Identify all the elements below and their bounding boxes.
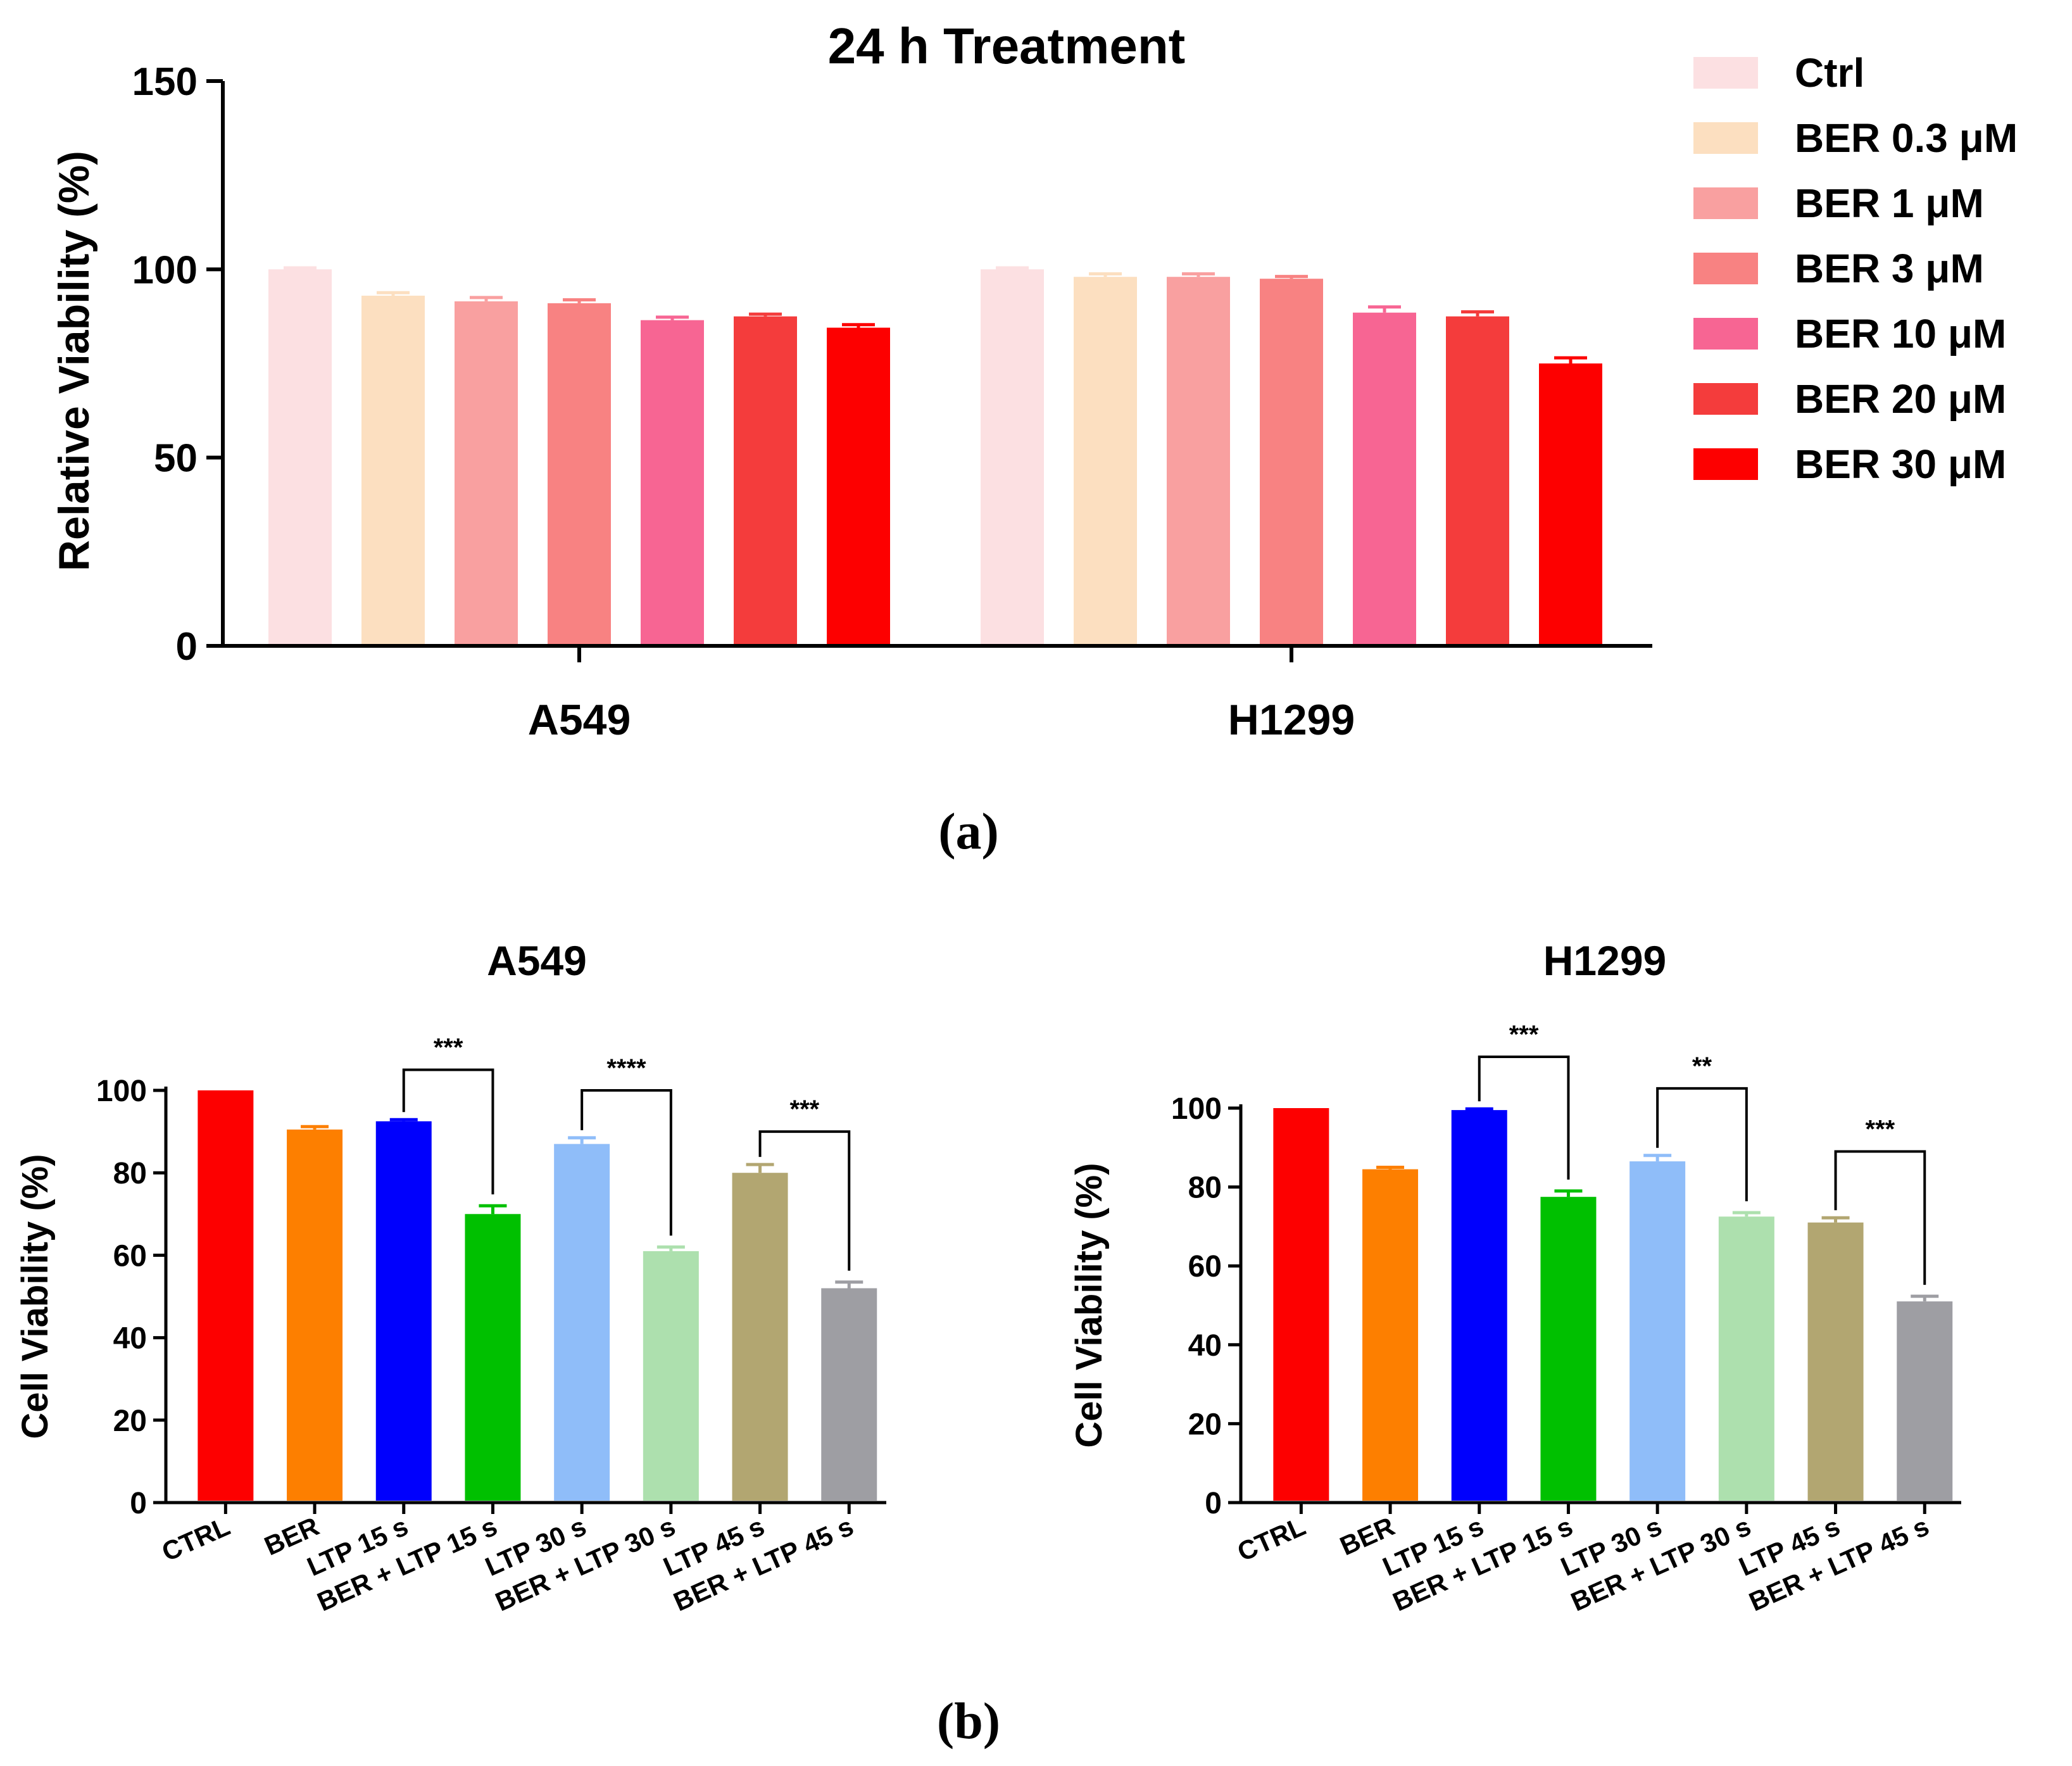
- significance-bracket-1: [1656, 1087, 1748, 1202]
- significance-label-1: **: [1692, 1052, 1712, 1080]
- bar-h1299-series-4: [1353, 312, 1416, 645]
- chart-24h-treatment: 24 h Treatment Relative Viability (%) 0 50 1…: [50, 18, 2018, 744]
- bar-1: [1362, 1169, 1419, 1501]
- legend-swatch-3: [1693, 253, 1758, 284]
- legend-label-6: BER 30 μM: [1795, 441, 2006, 487]
- y-axis-label: Cell Viability (%): [1069, 1163, 1110, 1447]
- bar-4: [1629, 1161, 1686, 1501]
- bar-a549-series-4: [641, 320, 704, 644]
- y-tick-label: 40: [1188, 1329, 1222, 1363]
- x-tick-label-h1299: H1299: [1228, 696, 1355, 744]
- bar-a549-series-0: [268, 269, 332, 644]
- x-tick-label-a549: A549: [528, 696, 631, 744]
- x-tick-label-0: CTRL: [158, 1511, 234, 1567]
- bar-2: [375, 1121, 432, 1501]
- significance-bracket-0: [1478, 1056, 1570, 1180]
- bar-3: [1540, 1197, 1597, 1501]
- significance-label-1: ****: [606, 1054, 646, 1082]
- bar-a549-series-1: [361, 295, 425, 645]
- y-tick-label: 60: [113, 1239, 147, 1273]
- y-axis-label: Relative Viability (%): [50, 151, 98, 571]
- bar-h1299-series-2: [1167, 277, 1230, 644]
- bar-h1299-series-0: [981, 269, 1044, 644]
- y-tick-label: 0: [1205, 1487, 1222, 1520]
- significance-label-2: ***: [790, 1095, 820, 1123]
- chart-title: A549: [487, 937, 587, 984]
- legend-swatch-0: [1693, 57, 1758, 89]
- bar-a549-series-2: [455, 301, 518, 644]
- panel-label-a: (a): [938, 802, 999, 860]
- significance-bracket-0: [402, 1068, 494, 1195]
- panel-label-b: (b): [937, 1692, 1000, 1750]
- y-tick-label: 60: [1188, 1250, 1222, 1284]
- chart-title: 24 h Treatment: [828, 18, 1186, 74]
- significance-label-0: ***: [434, 1033, 463, 1061]
- legend-swatch-4: [1693, 318, 1758, 350]
- y-tick-label: 100: [1171, 1092, 1222, 1126]
- y-tick-label: 100: [132, 248, 198, 292]
- legend-label-1: BER 0.3 μM: [1795, 115, 2018, 161]
- y-tick-label: 0: [130, 1487, 147, 1520]
- significance-label-0: ***: [1509, 1021, 1539, 1049]
- y-tick-label: 80: [1188, 1171, 1222, 1205]
- bar-1: [287, 1129, 343, 1501]
- bar-0: [1273, 1108, 1329, 1501]
- bar-a549-series-3: [548, 303, 611, 644]
- significance-label-2: ***: [1866, 1116, 1895, 1144]
- y-tick-label: 50: [154, 437, 198, 481]
- y-tick-label: 20: [1188, 1408, 1222, 1441]
- significance-bracket-2: [1834, 1150, 1926, 1285]
- bar-5: [1718, 1216, 1774, 1501]
- y-tick-label: 0: [176, 625, 198, 669]
- y-tick-label: 100: [96, 1075, 147, 1108]
- bar-4: [554, 1144, 610, 1501]
- legend-swatch-6: [1693, 448, 1758, 480]
- bar-6: [732, 1173, 788, 1501]
- x-tick-label-0: CTRL: [1233, 1511, 1310, 1567]
- y-tick-label: 20: [113, 1404, 147, 1438]
- bar-h1299-series-3: [1260, 279, 1323, 644]
- legend-swatch-2: [1693, 187, 1758, 219]
- bar-a549-series-5: [734, 316, 797, 645]
- legend-label-0: Ctrl: [1795, 50, 1864, 96]
- y-tick-label: 80: [113, 1157, 147, 1190]
- legend-label-3: BER 3 μM: [1795, 246, 1984, 291]
- bar-6: [1807, 1222, 1864, 1501]
- bar-h1299-series-1: [1074, 277, 1137, 644]
- bar-7: [1897, 1301, 1953, 1501]
- bar-7: [821, 1288, 877, 1501]
- bar-5: [643, 1251, 699, 1501]
- significance-bracket-2: [758, 1130, 851, 1271]
- bar-h1299-series-6: [1539, 363, 1602, 644]
- legend-swatch-5: [1693, 383, 1758, 415]
- y-tick-label: 40: [113, 1322, 147, 1356]
- bar-a549-series-6: [827, 327, 890, 644]
- bar-0: [198, 1090, 254, 1501]
- legend-label-2: BER 1 μM: [1795, 180, 1984, 226]
- legend-label-4: BER 10 μM: [1795, 311, 2006, 356]
- significance-bracket-1: [581, 1089, 672, 1236]
- legend-label-5: BER 20 μM: [1795, 376, 2006, 422]
- y-axis-label: Cell Viability (%): [15, 1154, 56, 1439]
- bar-2: [1451, 1110, 1507, 1501]
- bar-h1299-series-5: [1446, 316, 1509, 645]
- chart-title: H1299: [1543, 937, 1667, 984]
- y-tick-label: 150: [132, 60, 198, 104]
- legend-swatch-1: [1693, 122, 1758, 154]
- bar-3: [465, 1214, 521, 1501]
